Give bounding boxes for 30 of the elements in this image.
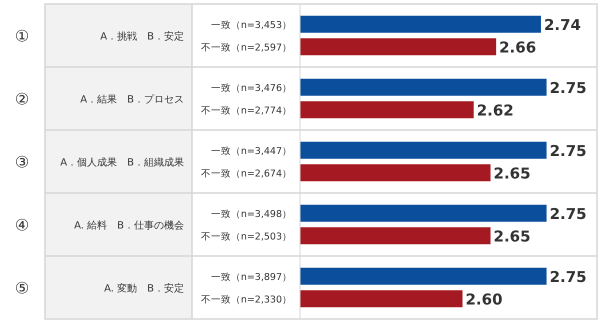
data-label: 2.60	[466, 290, 503, 308]
text: A. 給料 B．仕事の機会	[74, 220, 184, 232]
text: ①	[14, 26, 30, 46]
data-label: 2.66	[499, 38, 536, 56]
y-tick-label: 一致（n=3,453）	[210, 20, 292, 31]
text: ⑤	[14, 278, 30, 298]
data-label: 2.75	[550, 204, 587, 223]
text: A．結果 B．プロセス	[80, 94, 184, 106]
y-tick-label: 一致（n=3,447）	[210, 146, 292, 157]
text: A．個人成果 B．組織成果	[60, 156, 184, 168]
data-label: 2.75	[550, 142, 587, 160]
data-label: 2.65	[494, 164, 531, 182]
y-tick-label: 一致（n=3,897）	[210, 272, 292, 283]
y-tick-label: 不一致（n=2,330）	[200, 294, 292, 306]
y-tick-label: 不一致（n=2,774）	[200, 105, 292, 116]
y-tick-label: 不一致（n=2,503）	[200, 231, 292, 242]
data-label: 2.74	[544, 16, 581, 34]
text: A. 変動 B．安定	[104, 282, 184, 294]
text: ④	[14, 216, 30, 234]
y-tick-label: 一致（n=3,498）	[210, 208, 292, 220]
text: ③	[14, 152, 30, 172]
data-label: 2.75	[550, 268, 587, 286]
data-label: 2.65	[494, 227, 531, 246]
data-label: 2.75	[550, 78, 587, 97]
y-tick-label: 不一致（n=2,597）	[200, 42, 292, 54]
y-tick-label: 不一致（n=2,674）	[200, 168, 292, 180]
y-tick-label: 一致（n=3,476）	[210, 82, 292, 94]
data-label: 2.62	[476, 101, 514, 120]
text: A．挑戦 B．安定	[100, 30, 184, 42]
text: ②	[14, 90, 30, 108]
